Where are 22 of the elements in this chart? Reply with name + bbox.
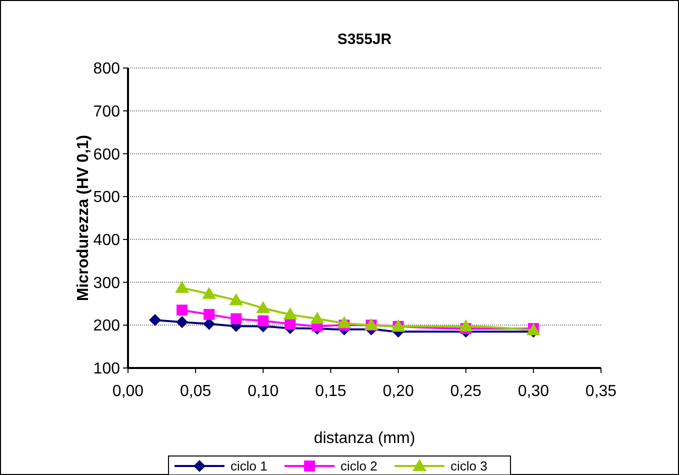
- y-tick-label: 500: [93, 189, 120, 206]
- x-tick-label: 0,35: [585, 383, 617, 400]
- x-tick-label: 0,00: [112, 383, 144, 400]
- x-tick-label: 0,15: [315, 383, 346, 400]
- x-tick-label: 0,20: [382, 383, 414, 400]
- x-tick-label: 0,05: [180, 383, 212, 400]
- y-tick-label: 300: [93, 274, 120, 292]
- x-tick-label: 0,10: [248, 383, 279, 400]
- legend-label: ciclo 3: [450, 458, 488, 474]
- x-tick-label: 0,30: [518, 383, 550, 400]
- y-tick-label: 100: [93, 360, 120, 378]
- y-tick-label: 700: [93, 103, 120, 120]
- y-axis-title: Microdurezza (HV 0,1): [75, 134, 92, 302]
- y-tick-label: 600: [93, 146, 120, 164]
- x-axis-title: distanza (mm): [314, 430, 416, 447]
- chart-title: S355JR: [337, 31, 392, 48]
- x-tick-label: 0,25: [450, 383, 482, 400]
- legend-label: ciclo 1: [230, 458, 268, 474]
- legend-label: ciclo 2: [340, 458, 378, 474]
- y-tick-label: 800: [93, 60, 120, 78]
- y-tick-label: 400: [93, 232, 120, 250]
- y-tick-label: 200: [93, 318, 120, 335]
